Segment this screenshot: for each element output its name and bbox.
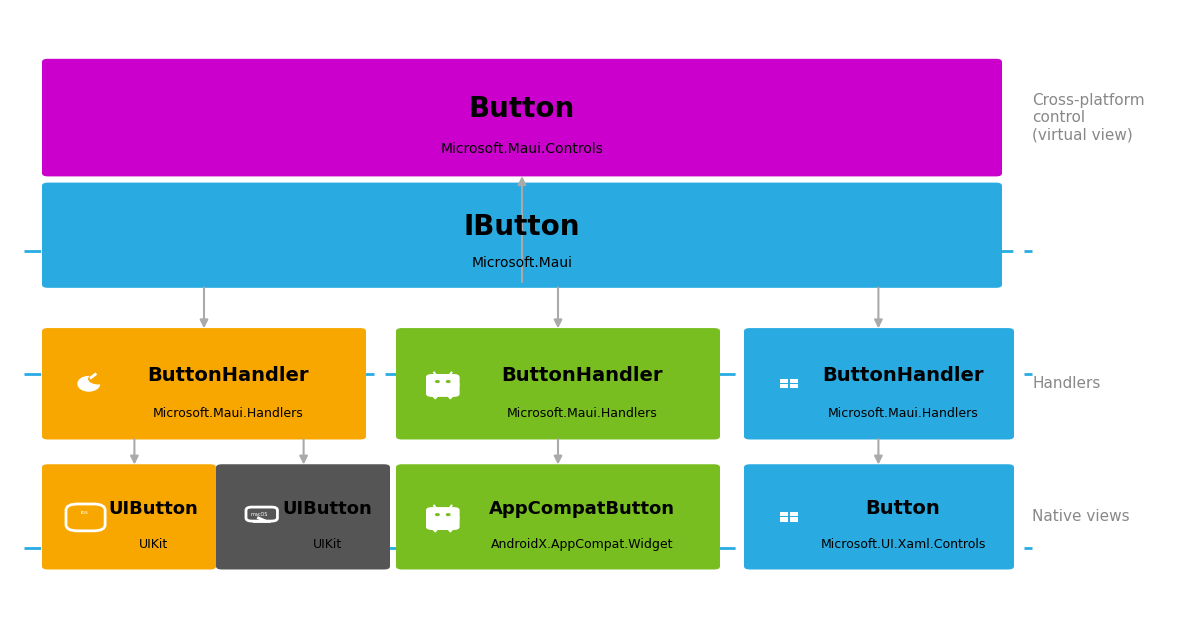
Text: Microsoft.Maui.Handlers: Microsoft.Maui.Handlers [828,407,978,420]
Text: Microsoft.Maui.Handlers: Microsoft.Maui.Handlers [506,407,658,420]
Text: ButtonHandler: ButtonHandler [822,366,984,385]
Circle shape [436,514,439,516]
Text: macOS: macOS [251,512,269,517]
FancyBboxPatch shape [426,381,460,397]
FancyBboxPatch shape [42,183,1002,288]
Text: Microsoft.UI.Xaml.Controls: Microsoft.UI.Xaml.Controls [821,538,985,551]
FancyBboxPatch shape [790,517,798,522]
Text: AndroidX.AppCompat.Widget: AndroidX.AppCompat.Widget [491,538,673,551]
Circle shape [436,381,439,383]
Text: UIKit: UIKit [312,538,342,551]
FancyBboxPatch shape [744,464,1014,569]
Text: Microsoft.Maui.Controls: Microsoft.Maui.Controls [440,142,604,156]
Text: Cross-platform
control
(virtual view): Cross-platform control (virtual view) [1032,93,1145,142]
Text: Button: Button [865,500,941,519]
Text: UIButton: UIButton [108,500,198,518]
Text: Handlers: Handlers [1032,376,1100,391]
Text: ButtonHandler: ButtonHandler [148,366,308,385]
FancyBboxPatch shape [42,59,1002,176]
Text: Microsoft.Maui: Microsoft.Maui [472,256,572,270]
FancyBboxPatch shape [744,328,1014,439]
Circle shape [446,514,450,516]
Text: IButton: IButton [463,214,581,241]
FancyBboxPatch shape [426,374,460,388]
FancyBboxPatch shape [216,464,390,569]
FancyBboxPatch shape [790,384,798,389]
Text: Button: Button [469,95,575,123]
FancyBboxPatch shape [426,507,460,521]
Circle shape [446,381,450,383]
FancyBboxPatch shape [790,512,798,516]
FancyBboxPatch shape [396,464,720,569]
Ellipse shape [78,376,100,391]
Text: UIButton: UIButton [282,500,372,518]
Text: Native views: Native views [1032,509,1129,524]
FancyBboxPatch shape [396,328,720,439]
FancyBboxPatch shape [790,379,798,383]
Text: UIKit: UIKit [138,538,168,551]
FancyBboxPatch shape [780,517,788,522]
Text: Microsoft.Maui.Handlers: Microsoft.Maui.Handlers [152,407,304,420]
FancyBboxPatch shape [780,384,788,389]
FancyBboxPatch shape [42,464,216,569]
FancyBboxPatch shape [426,514,460,530]
FancyBboxPatch shape [42,328,366,439]
Text: ButtonHandler: ButtonHandler [502,366,662,385]
Circle shape [89,374,108,384]
FancyBboxPatch shape [780,512,788,516]
Text: ios: ios [80,510,88,515]
FancyBboxPatch shape [780,379,788,383]
Text: AppCompatButton: AppCompatButton [490,500,674,518]
